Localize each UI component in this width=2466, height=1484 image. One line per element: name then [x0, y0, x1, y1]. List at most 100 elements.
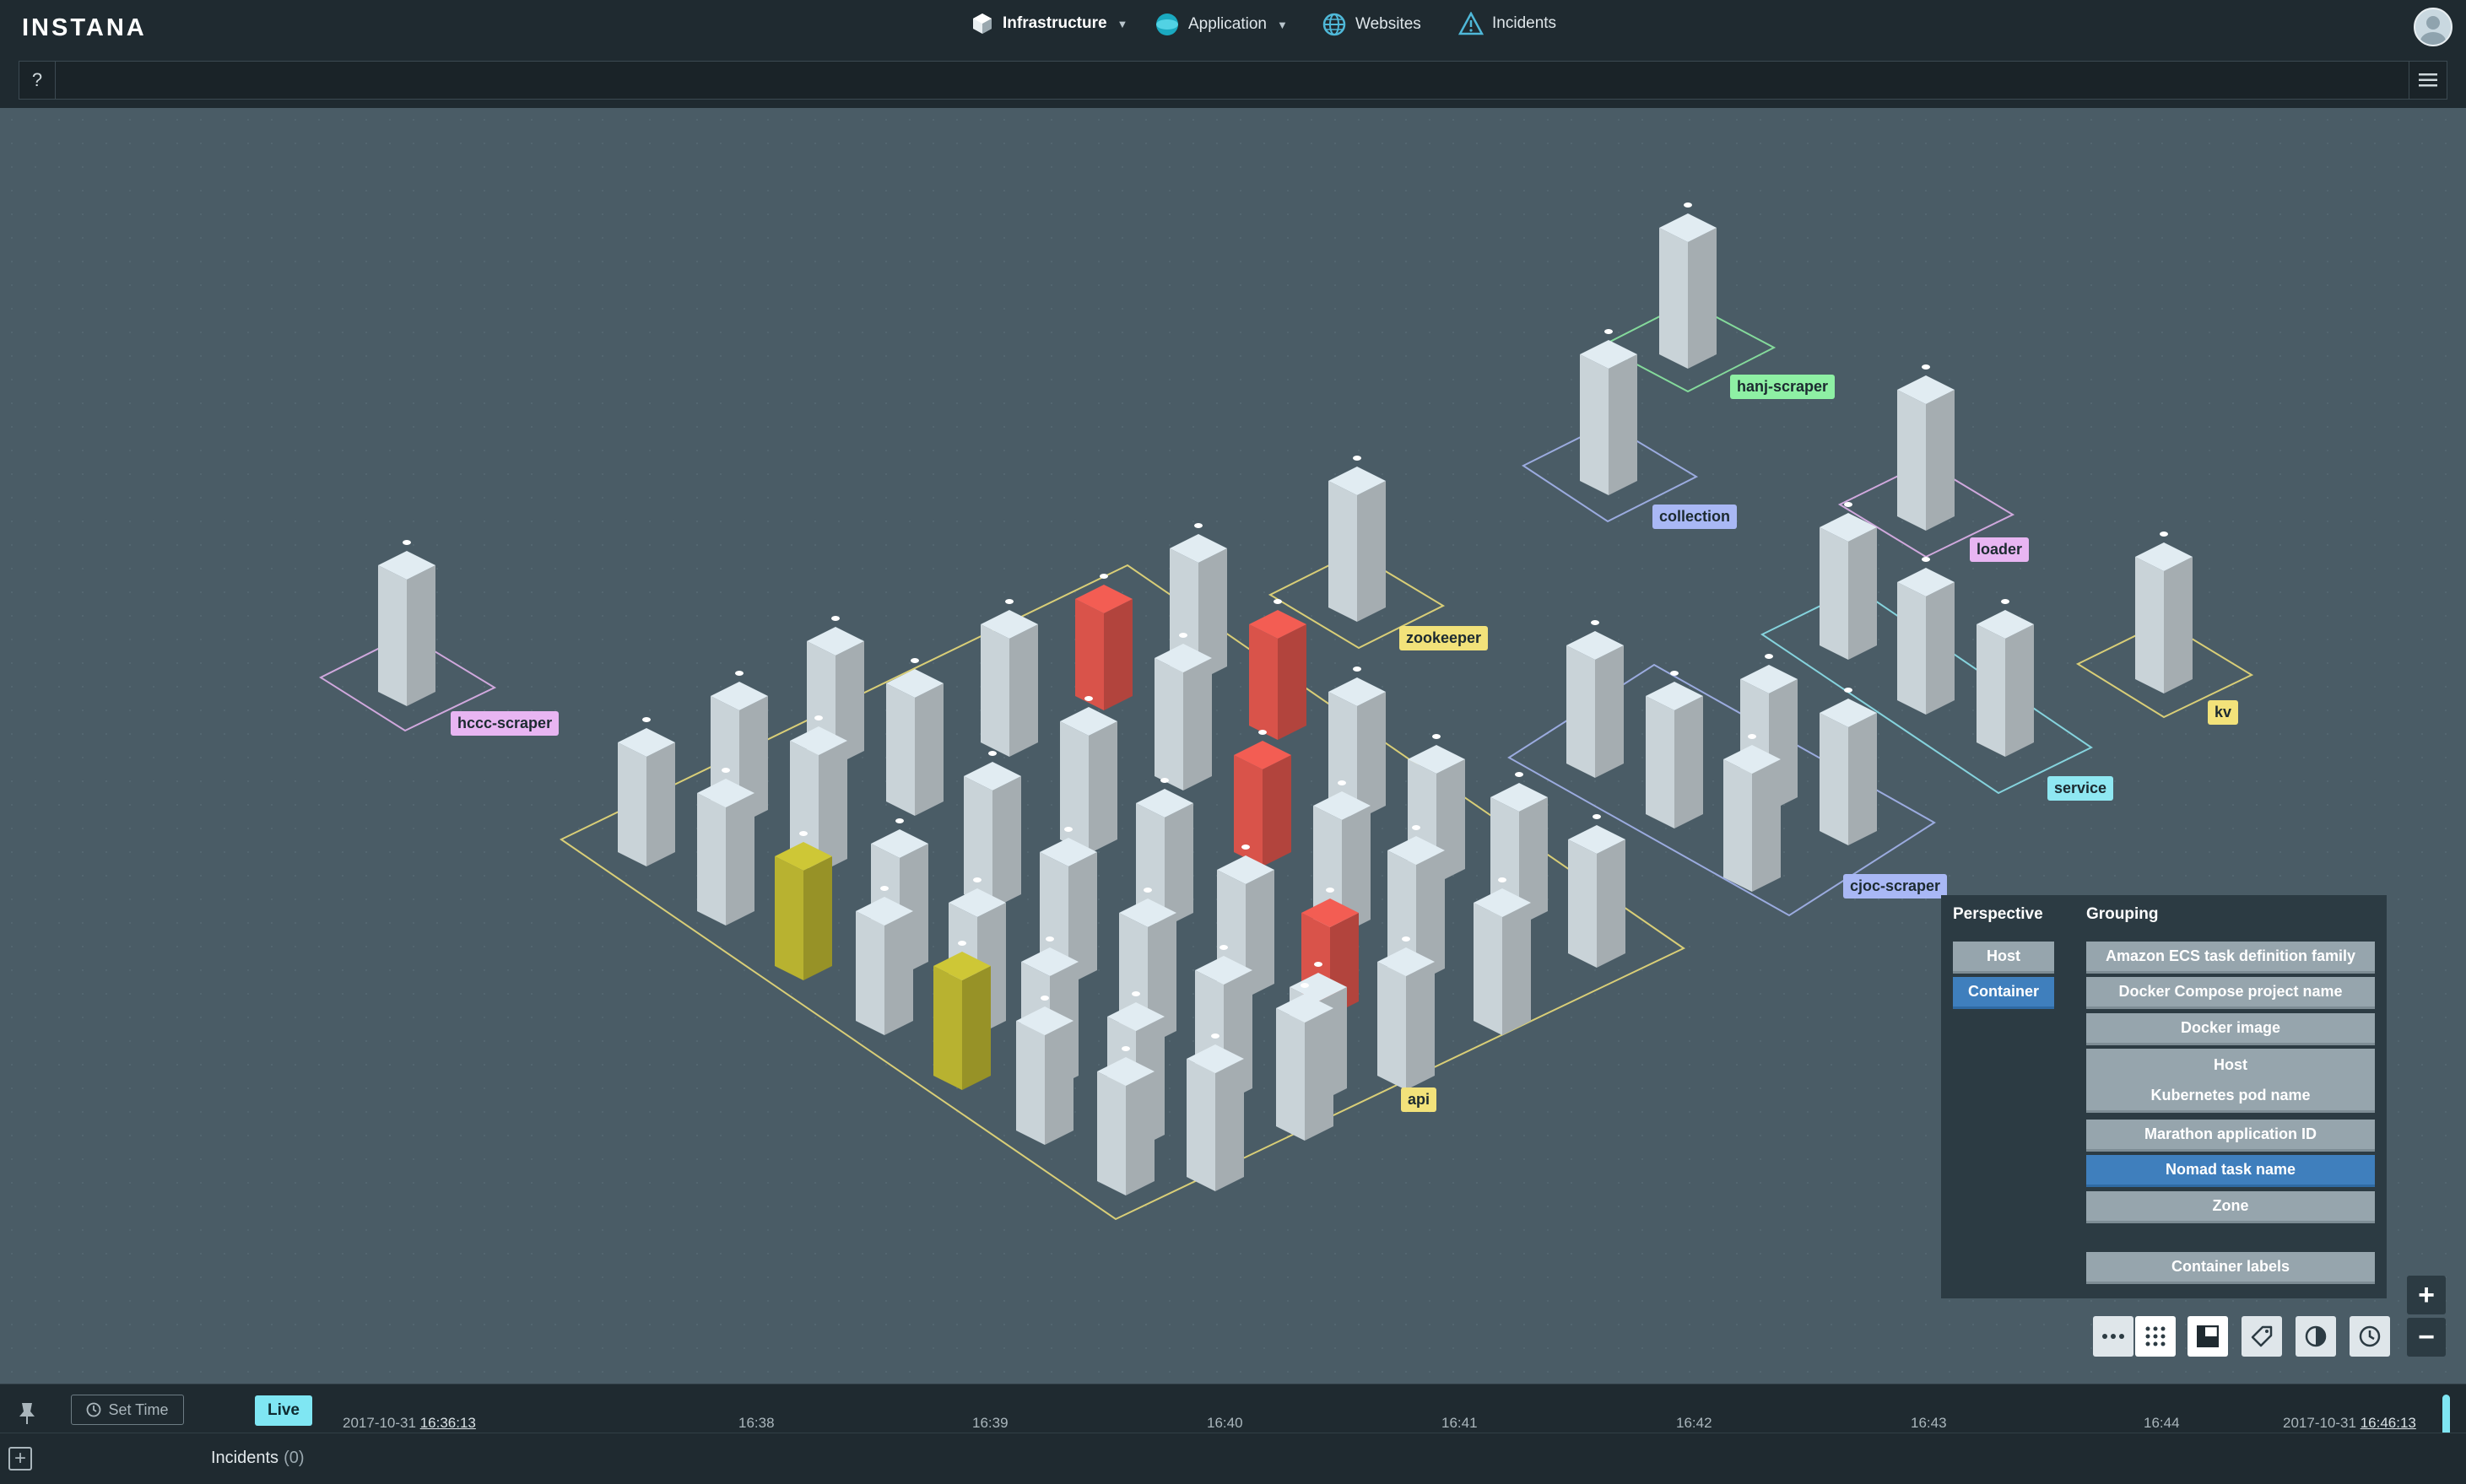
nav-websites[interactable]: Websites	[1322, 12, 1421, 37]
nav-incidents[interactable]: Incidents	[1458, 12, 1556, 35]
container-labels-button[interactable]: Container labels	[2086, 1252, 2375, 1284]
instana-logo[interactable]: INSTANA	[22, 14, 147, 41]
grid-icon	[2145, 1326, 2166, 1346]
container-tower-ok[interactable]	[1897, 557, 1955, 715]
grouping-docker-image-button[interactable]: Docker image	[2086, 1013, 2375, 1045]
grouping-host-button[interactable]: Host	[2086, 1049, 2375, 1081]
user-icon	[2420, 16, 2446, 45]
container-tower-ok[interactable]	[1566, 620, 1624, 778]
live-button[interactable]: Live	[255, 1395, 312, 1426]
group-label-service[interactable]: service	[2047, 776, 2114, 801]
container-tower-ok[interactable]	[1820, 502, 1877, 660]
container-tower-warning[interactable]	[933, 941, 991, 1090]
container-tower-ok[interactable]	[1377, 936, 1435, 1090]
container-tower-ok[interactable]	[1136, 778, 1193, 927]
grouping-marathon-app-button[interactable]: Marathon application ID	[2086, 1120, 2375, 1152]
incidents-bar: + Incidents (0)	[0, 1433, 2466, 1484]
group-label-hanj-scraper[interactable]: hanj-scraper	[1730, 375, 1836, 399]
container-tower-ok[interactable]	[1155, 633, 1212, 791]
container-tower-ok[interactable]	[1097, 1046, 1155, 1195]
incidents-summary[interactable]: Incidents (0)	[211, 1449, 305, 1468]
zoom-out-button[interactable]: −	[2407, 1318, 2446, 1357]
map-canvas[interactable]	[0, 108, 2466, 1384]
container-tower-ok[interactable]	[886, 658, 944, 816]
container-tower-ok[interactable]	[964, 751, 1021, 909]
container-tower-ok[interactable]	[1387, 825, 1445, 983]
container-tower-ok[interactable]	[1568, 814, 1625, 968]
zoom-in-button[interactable]: +	[2407, 1276, 2446, 1314]
timeline-end-time[interactable]: 16:46:13	[2360, 1415, 2416, 1431]
contrast-button[interactable]	[2296, 1316, 2336, 1357]
grouping-docker-compose-button[interactable]: Docker Compose project name	[2086, 977, 2375, 1009]
container-tower-ok[interactable]	[2135, 532, 2193, 693]
container-tower-critical[interactable]	[1234, 730, 1291, 866]
chevron-down-icon: ▼	[1117, 17, 1128, 30]
group-label-collection[interactable]: collection	[1652, 505, 1738, 529]
container-tower-critical[interactable]	[1249, 599, 1306, 740]
layout-button[interactable]	[2187, 1316, 2228, 1357]
container-tower-ok[interactable]	[1016, 996, 1073, 1145]
timeline-tick: 16:40	[1207, 1415, 1243, 1431]
group-plate-api[interactable]	[560, 564, 1685, 1221]
more-options-button[interactable]	[2093, 1316, 2133, 1357]
help-button[interactable]: ?	[19, 62, 56, 99]
container-tower-ok[interactable]	[697, 768, 754, 925]
grouping-zone-button[interactable]: Zone	[2086, 1191, 2375, 1223]
infrastructure-map[interactable]: hccc-scraper zookeeper hanj-scraper coll…	[0, 108, 2466, 1384]
container-tower-ok[interactable]	[378, 540, 435, 706]
grouping-kubernetes-pod-button[interactable]: Kubernetes pod name	[2086, 1081, 2375, 1113]
history-button[interactable]	[2350, 1316, 2390, 1357]
container-tower-ok[interactable]	[1646, 671, 1703, 828]
group-label-hccc-scraper[interactable]: hccc-scraper	[451, 711, 560, 736]
search-input[interactable]	[58, 65, 2391, 97]
grouping-nomad-task-button[interactable]: Nomad task name	[2086, 1155, 2375, 1187]
grid-view-button[interactable]	[2135, 1316, 2176, 1357]
tag-button[interactable]	[2242, 1316, 2282, 1357]
container-tower-ok[interactable]	[981, 599, 1038, 757]
group-label-cjoc-scraper[interactable]: cjoc-scraper	[1843, 874, 1948, 898]
grouping-ecs-task-button[interactable]: Amazon ECS task definition family	[2086, 942, 2375, 974]
group-plate-zookeeper[interactable]	[1268, 551, 1446, 650]
set-time-button[interactable]: Set Time	[71, 1395, 184, 1425]
container-tower-critical[interactable]	[1075, 574, 1133, 710]
group-label-zookeeper[interactable]: zookeeper	[1399, 626, 1489, 650]
query-field-container: ?	[19, 61, 2447, 100]
container-tower-ok[interactable]	[856, 886, 913, 1035]
container-tower-ok[interactable]	[1580, 329, 1637, 495]
incidents-count: (0)	[284, 1449, 305, 1467]
container-tower-ok[interactable]	[790, 715, 847, 873]
timeline-start-time[interactable]: 16:36:13	[419, 1415, 476, 1431]
container-tower-ok[interactable]	[1977, 599, 2034, 757]
container-tower-warning[interactable]	[775, 831, 832, 980]
group-label-loader[interactable]: loader	[1970, 537, 2030, 562]
container-tower-ok[interactable]	[1313, 780, 1371, 934]
cube-icon	[973, 13, 992, 34]
container-tower-ok[interactable]	[1328, 456, 1386, 622]
perspective-host-button[interactable]: Host	[1953, 942, 2054, 974]
nav-infrastructure[interactable]: Infrastructure ▼	[971, 12, 1128, 35]
nav-application[interactable]: Application ▼	[1155, 12, 1288, 37]
container-tower-ok[interactable]	[1276, 983, 1333, 1141]
timeline-handle[interactable]	[2442, 1395, 2450, 1447]
container-tower-ok[interactable]	[1187, 1033, 1244, 1191]
pin-icon[interactable]	[14, 1400, 41, 1427]
timeline-end-date: 2017-10-31	[2283, 1415, 2356, 1431]
container-tower-ok[interactable]	[1723, 734, 1781, 892]
container-tower-ok[interactable]	[1474, 877, 1531, 1035]
nav-incidents-label: Incidents	[1492, 14, 1557, 32]
container-tower-ok[interactable]	[1659, 202, 1717, 369]
clock-icon	[87, 1402, 101, 1417]
user-avatar[interactable]	[2414, 8, 2452, 46]
group-plate-collection[interactable]	[1522, 422, 1699, 523]
menu-button[interactable]	[2409, 62, 2447, 99]
add-icon[interactable]: +	[8, 1447, 32, 1471]
container-tower-ok[interactable]	[1820, 688, 1877, 845]
group-label-kv[interactable]: kv	[2208, 700, 2239, 725]
container-tower-ok[interactable]	[1328, 666, 1386, 820]
perspective-container-button[interactable]: Container	[1953, 977, 2054, 1009]
container-tower-ok[interactable]	[618, 717, 675, 866]
group-label-api[interactable]: api	[1401, 1087, 1437, 1112]
container-tower-ok[interactable]	[1040, 827, 1097, 985]
container-tower-ok[interactable]	[1897, 364, 1955, 531]
container-tower-ok[interactable]	[1060, 696, 1117, 854]
